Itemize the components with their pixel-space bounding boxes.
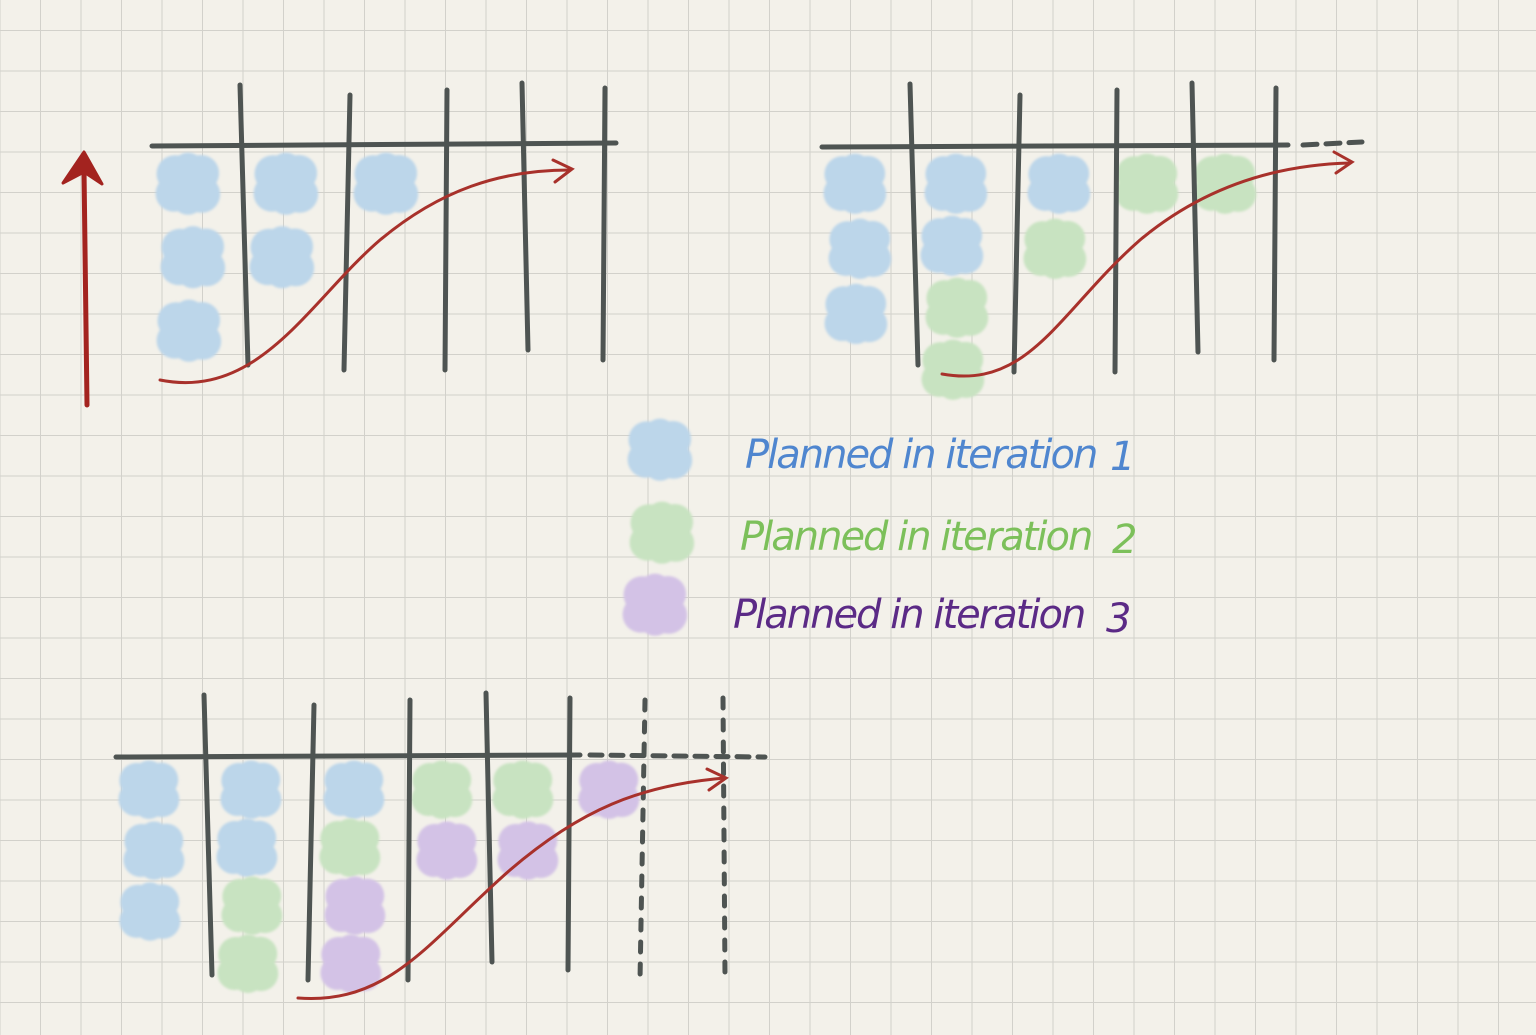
sticky-note-iteration-1 xyxy=(155,152,221,215)
board-1-top-line xyxy=(149,140,619,149)
sticky-note-swatch xyxy=(622,573,688,636)
sticky-note-iteration-1 xyxy=(123,821,185,880)
sticky-note-iteration-3 xyxy=(324,876,386,935)
legend-number: 2 xyxy=(1112,517,1135,563)
sticky-note-iteration-1 xyxy=(823,153,887,214)
sticky-note-iteration-1 xyxy=(216,818,278,877)
board-3-column-line xyxy=(565,695,573,973)
board-3-column-line xyxy=(405,697,413,983)
sticky-note-iteration-1 xyxy=(249,226,315,289)
legend-swatch-green xyxy=(629,501,695,564)
sticky-note-iteration-1 xyxy=(160,226,226,289)
legend-swatch-blue xyxy=(627,418,693,481)
sticky-note-iteration-3 xyxy=(416,821,478,880)
sticky-note-iteration-2 xyxy=(492,760,554,819)
board-2-trend-arrow xyxy=(940,150,1355,378)
board-1-column-line xyxy=(442,87,450,373)
board-2-column-line xyxy=(1112,87,1120,375)
sticky-note-iteration-2 xyxy=(921,339,985,400)
sticky-note-iteration-1 xyxy=(118,760,180,819)
board-2-column-line xyxy=(907,81,921,368)
sticky-note-iteration-1 xyxy=(1027,153,1091,214)
board-2-stickies xyxy=(823,153,1257,400)
sticky-note-iteration-1 xyxy=(828,218,892,279)
sticky-note-iteration-3 xyxy=(497,821,559,880)
sticky-note-iteration-2 xyxy=(221,876,283,935)
board-2-column-line xyxy=(1271,85,1279,363)
board-1-column-line xyxy=(237,82,251,368)
legend-number: 3 xyxy=(1106,596,1129,642)
board-3-lines xyxy=(113,690,768,983)
legend-swatch-purple xyxy=(622,573,688,636)
board-1-lines xyxy=(149,80,619,373)
sticky-note-swatch xyxy=(627,418,693,481)
sticky-note-iteration-1 xyxy=(924,153,988,214)
sticky-note-iteration-2 xyxy=(319,818,381,877)
sticky-note-iteration-2 xyxy=(411,760,473,819)
board-3-column-line xyxy=(483,690,495,965)
sticky-note-iteration-2 xyxy=(1023,218,1087,279)
board-3-column-line xyxy=(201,692,215,978)
board-1-stickies xyxy=(155,152,419,362)
sticky-note-iteration-1 xyxy=(220,760,282,819)
sticky-note-iteration-1 xyxy=(824,283,888,345)
legend-item-iteration-2: Planned in iteration 2 xyxy=(629,501,1137,564)
sticky-note-iteration-2 xyxy=(1115,153,1179,214)
sticky-note-iteration-2 xyxy=(1193,153,1257,214)
legend-label: Planned in iteration xyxy=(745,432,1096,478)
board-1-column-line xyxy=(341,92,353,373)
sticky-note-iteration-1 xyxy=(156,299,222,362)
sticky-note-iteration-2 xyxy=(217,934,279,993)
board-3-trend-arrow xyxy=(296,767,729,1001)
sticky-note-iteration-2 xyxy=(925,277,989,338)
board-2-top-line xyxy=(819,142,1291,150)
board-3-column-dashed xyxy=(720,695,728,978)
board-3-column-dashed xyxy=(637,697,648,983)
sticky-note-iteration-1 xyxy=(920,215,984,276)
sticky-note-iteration-1 xyxy=(323,760,385,819)
board-3-top-line xyxy=(113,752,583,760)
sticky-note-iteration-1 xyxy=(253,152,319,215)
sticky-note-iteration-3 xyxy=(578,760,640,819)
legend-item-iteration-1: Planned in iteration 1 xyxy=(627,418,1135,481)
board-1-trend-arrow xyxy=(158,158,575,384)
board-3-column-line xyxy=(305,702,317,983)
vertical-arrow xyxy=(61,150,104,408)
sticky-note-iteration-1 xyxy=(353,152,419,215)
legend-item-iteration-3: Planned in iteration 3 xyxy=(622,573,1131,642)
board-3 xyxy=(113,690,768,1001)
board-3-top-dashes xyxy=(587,752,768,760)
board-1-column-line xyxy=(600,85,608,363)
board-2 xyxy=(819,80,1365,400)
board-2-top-dashes xyxy=(1300,139,1365,148)
board-2-column-line xyxy=(1011,92,1023,375)
board-2-column-line xyxy=(1189,80,1201,355)
legend-label: Planned in iteration xyxy=(733,592,1084,638)
sticky-note-swatch xyxy=(629,501,695,564)
board-2-lines xyxy=(819,80,1365,375)
sticky-note-iteration-3 xyxy=(320,934,382,993)
sticky-note-iteration-1 xyxy=(119,882,181,941)
legend: Planned in iteration 1 Planned in iterat… xyxy=(622,418,1137,642)
board-3-stickies xyxy=(118,760,640,993)
board-1-column-line xyxy=(519,80,531,353)
legend-number: 1 xyxy=(1110,434,1133,480)
board-1 xyxy=(149,80,619,384)
legend-label: Planned in iteration xyxy=(740,514,1091,560)
